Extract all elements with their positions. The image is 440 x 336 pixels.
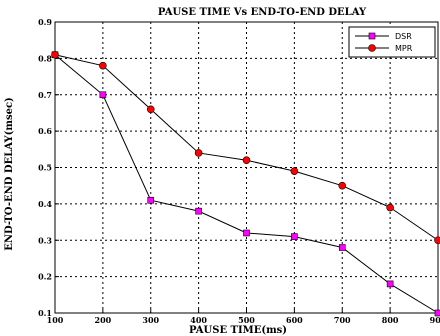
x-tick-label: 700: [334, 315, 351, 325]
x-tick-label: 600: [286, 315, 303, 325]
series-layer: [51, 50, 440, 317]
y-tick-label: 0.9: [38, 17, 52, 27]
x-tick-label: 900: [430, 315, 440, 325]
y-tick-label: 0.7: [38, 90, 52, 100]
y-axis-label: END-TO-END DELAY(msec): [4, 97, 15, 251]
x-tick-label: 500: [238, 315, 255, 325]
x-axis-label: PAUSE TIME(ms): [189, 325, 287, 336]
y-tick-label: 0.4: [38, 199, 52, 209]
mpr-point: [51, 50, 59, 59]
legend-dsr-marker: [368, 32, 376, 40]
x-tick-label: 200: [95, 315, 112, 325]
mpr-point: [242, 156, 251, 165]
legend-mpr-marker: [368, 44, 376, 52]
dsr-point: [291, 233, 298, 240]
mpr-point: [146, 105, 155, 114]
dsr-point: [147, 196, 155, 204]
y-tick-label: 0.2: [38, 272, 52, 282]
legend-dsr-label: DSR: [395, 32, 412, 41]
dsr-point: [338, 244, 346, 251]
mpr-point: [386, 203, 394, 212]
mpr-point: [290, 167, 299, 175]
x-tick-label: 800: [382, 315, 399, 325]
y-tick-label: 0.8: [38, 53, 52, 63]
legend: DSR MPR: [348, 26, 436, 58]
mpr-point: [434, 236, 440, 245]
mpr-point: [194, 149, 203, 157]
dsr-point: [434, 309, 440, 317]
dsr-point: [243, 229, 250, 237]
mpr-point: [338, 181, 347, 190]
x-tick-label: 300: [142, 315, 159, 325]
y-tick-label: 0.3: [38, 235, 52, 245]
dsr-point: [386, 280, 394, 288]
grid: [55, 22, 438, 313]
dsr-point: [195, 207, 202, 215]
y-tick-label: 0.1: [38, 308, 52, 318]
legend-box: [348, 26, 436, 58]
x-tick-label: 400: [190, 315, 207, 325]
mpr-point: [99, 61, 107, 70]
dsr-point: [99, 91, 107, 99]
chart-title: PAUSE TIME Vs END-TO-END DELAY: [158, 7, 367, 18]
y-tick-label: 0.6: [38, 126, 52, 136]
y-tick-label: 0.5: [38, 163, 52, 173]
axis-ticks: 100 200 300 400 500 600 700 800 900 0.1 0.2 0.3 0.4 0…: [38, 17, 440, 325]
x-tick-label: 100: [47, 315, 64, 325]
legend-mpr-label: MPR: [395, 44, 413, 53]
